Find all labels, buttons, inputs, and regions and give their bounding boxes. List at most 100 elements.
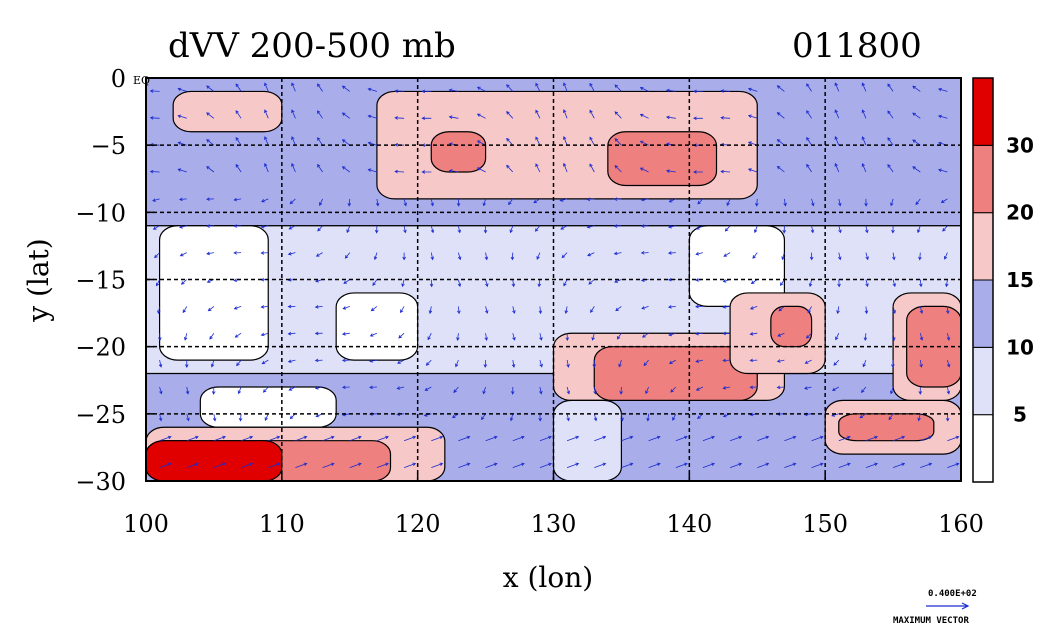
wind-vector <box>341 112 351 119</box>
wind-vector <box>864 198 868 207</box>
wind-vector <box>341 332 350 336</box>
wind-vector <box>448 88 459 93</box>
wind-vector <box>648 462 661 468</box>
wind-vector <box>347 198 352 207</box>
x-axis-label: x (lon) <box>503 561 593 594</box>
wind-vector <box>811 198 815 207</box>
wind-vector <box>892 435 906 442</box>
wind-vector <box>887 164 894 173</box>
wind-vector <box>506 110 514 119</box>
wind-vector <box>693 170 703 174</box>
wind-vector <box>512 462 525 468</box>
wind-vector <box>240 462 254 468</box>
wind-vector <box>938 168 948 173</box>
wind-vector <box>428 306 433 315</box>
wind-vector <box>865 435 878 442</box>
wind-vector <box>563 82 568 92</box>
wind-vector <box>890 386 894 395</box>
wind-vector <box>665 88 676 93</box>
wind-vector <box>260 332 269 337</box>
wind-vector <box>536 252 541 260</box>
wind-vector <box>860 386 867 394</box>
wind-vector <box>614 164 622 173</box>
wind-vector <box>803 386 812 390</box>
wind-vector <box>565 333 570 342</box>
wind-vector <box>206 85 215 92</box>
wind-vector <box>149 169 160 174</box>
wind-vector <box>919 279 923 288</box>
wind-vector <box>593 386 597 395</box>
wind-vector <box>729 435 743 442</box>
wind-vector <box>403 198 407 207</box>
wind-vector <box>891 360 895 368</box>
wind-vector <box>430 225 435 234</box>
wind-vector <box>615 306 622 312</box>
wind-vector <box>317 163 323 173</box>
wind-vector <box>457 225 462 234</box>
wind-vector <box>749 358 758 363</box>
vector-legend-arrowhead <box>961 602 970 610</box>
colorbar-tick-label: 30 <box>1006 133 1034 157</box>
wind-vector <box>639 140 649 146</box>
wind-vector <box>421 89 432 94</box>
wind-vector <box>510 386 515 395</box>
wind-vector <box>838 462 851 468</box>
wind-vector <box>349 435 362 442</box>
wind-vector <box>755 198 759 207</box>
wind-vector <box>865 462 878 468</box>
wind-vector <box>425 359 432 366</box>
y-axis-label: y (lat) <box>22 238 55 322</box>
wind-vector <box>838 198 842 207</box>
wind-vector <box>859 413 867 419</box>
wind-vector <box>314 386 323 390</box>
wind-vector <box>206 139 215 146</box>
wind-vector <box>920 435 933 442</box>
x-tick-label: 130 <box>531 510 577 538</box>
y-tick-label: −25 <box>75 401 126 429</box>
wind-vector <box>341 139 351 146</box>
wind-vector <box>458 435 471 442</box>
wind-vector <box>233 251 242 255</box>
wind-vector <box>179 252 187 257</box>
chart-date-code: 011800 <box>792 26 922 66</box>
wind-vector <box>668 198 676 203</box>
wind-vector <box>593 413 598 422</box>
wind-vector <box>945 279 949 288</box>
wind-vector <box>891 333 896 342</box>
wind-vector <box>264 413 269 421</box>
wind-vector <box>887 83 894 92</box>
wind-vector <box>780 279 785 286</box>
wind-vector <box>427 333 432 341</box>
wind-vector <box>295 462 308 468</box>
wind-vector <box>484 252 489 261</box>
wind-vector <box>672 413 677 421</box>
wind-vector <box>431 462 444 468</box>
wind-vector <box>837 252 842 261</box>
wind-vector <box>749 385 758 389</box>
wind-vector <box>233 197 242 202</box>
wind-vector <box>749 306 758 310</box>
wind-vector <box>892 252 896 261</box>
wind-vector <box>149 89 160 93</box>
wind-vector <box>264 109 269 119</box>
wind-vector <box>722 358 731 363</box>
wind-vector <box>861 82 867 92</box>
wind-vector <box>268 435 281 442</box>
wind-vector <box>620 413 624 422</box>
wind-vector <box>668 359 676 365</box>
wind-vector <box>695 225 704 230</box>
wind-vector <box>403 225 407 234</box>
wind-vector <box>158 360 163 368</box>
wind-vector <box>509 413 514 422</box>
wind-vector <box>506 164 514 173</box>
wind-vector <box>448 115 459 119</box>
wind-vector <box>891 225 895 234</box>
wind-vector <box>667 305 676 309</box>
wind-vector <box>806 110 812 119</box>
wind-vector <box>512 435 525 442</box>
wind-vector <box>341 85 351 92</box>
wind-vector <box>749 332 758 336</box>
wind-vector <box>322 435 335 442</box>
wind-vector <box>539 333 543 341</box>
wind-vector <box>264 136 269 146</box>
